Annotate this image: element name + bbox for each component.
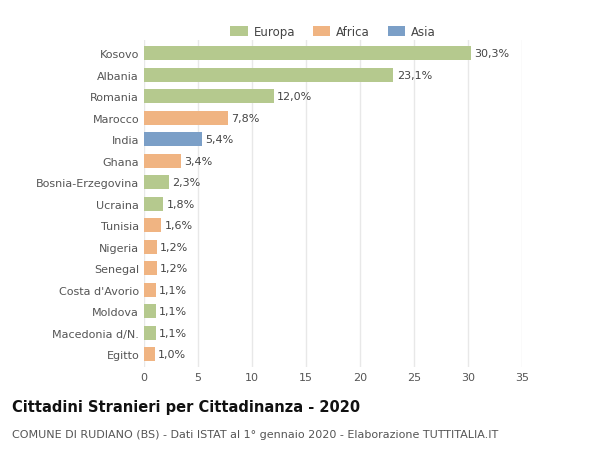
Bar (144, 326, 156, 340)
Text: 2,3%: 2,3% (172, 178, 200, 188)
Bar (144, 154, 181, 168)
Bar (144, 197, 163, 211)
Text: 1,2%: 1,2% (160, 263, 188, 274)
Text: 23,1%: 23,1% (397, 71, 432, 81)
Text: 1,6%: 1,6% (164, 221, 193, 231)
Text: 1,8%: 1,8% (167, 199, 195, 209)
Text: 1,1%: 1,1% (159, 307, 187, 316)
Text: 1,1%: 1,1% (159, 285, 187, 295)
Bar (144, 69, 394, 83)
Bar (144, 262, 157, 275)
Bar (144, 240, 157, 254)
Bar (144, 304, 156, 319)
Text: COMUNE DI RUDIANO (BS) - Dati ISTAT al 1° gennaio 2020 - Elaborazione TUTTITALIA: COMUNE DI RUDIANO (BS) - Dati ISTAT al 1… (12, 429, 498, 439)
Text: 1,0%: 1,0% (158, 349, 186, 359)
Text: 1,1%: 1,1% (159, 328, 187, 338)
Bar (144, 133, 202, 147)
Text: 3,4%: 3,4% (184, 157, 212, 166)
Bar (144, 347, 155, 361)
Text: 12,0%: 12,0% (277, 92, 312, 102)
Bar (144, 219, 161, 233)
Bar (144, 90, 274, 104)
Text: Cittadini Stranieri per Cittadinanza - 2020: Cittadini Stranieri per Cittadinanza - 2… (12, 399, 360, 414)
Bar (144, 47, 471, 61)
Text: 1,2%: 1,2% (160, 242, 188, 252)
Bar (144, 283, 156, 297)
Bar (144, 112, 228, 125)
Text: 30,3%: 30,3% (475, 49, 509, 59)
Legend: Europa, Africa, Asia: Europa, Africa, Asia (225, 21, 441, 44)
Bar (144, 176, 169, 190)
Text: 5,4%: 5,4% (206, 135, 234, 145)
Text: 7,8%: 7,8% (232, 113, 260, 123)
